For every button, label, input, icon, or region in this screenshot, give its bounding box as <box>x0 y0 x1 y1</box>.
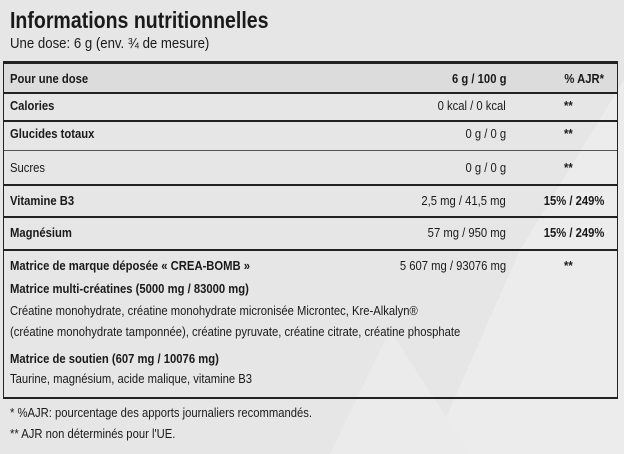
row-label: Magnésium <box>10 226 72 240</box>
rule <box>3 397 618 399</box>
row-label: Calories <box>10 99 55 113</box>
row-value: 0 kcal / 0 kcal <box>437 99 506 113</box>
row-ajr: ** <box>564 127 573 141</box>
row-label: Sucres <box>10 161 46 175</box>
row-ajr: ** <box>564 99 573 113</box>
group-title: Matrice multi-créatines (5000 mg / 83000… <box>10 282 249 296</box>
border <box>3 62 4 398</box>
matrix-name: Matrice de marque déposée « CREA-BOMB » <box>10 259 251 273</box>
title: Informations nutritionnelles <box>10 7 269 33</box>
row-value: 2,5 mg / 41,5 mg <box>421 194 506 208</box>
rule <box>3 61 618 64</box>
group-line: Créatine monohydrate, créatine monohydra… <box>10 304 418 318</box>
matrix-amount: 5 607 mg / 93076 mg <box>399 259 506 273</box>
rule <box>3 249 618 251</box>
footnote: * %AJR: pourcentage des apports journali… <box>10 406 313 420</box>
column-header: 6 g / 100 g <box>451 72 506 86</box>
row-ajr: 15% / 249% <box>543 194 604 208</box>
row-ajr: 15% / 249% <box>543 226 604 240</box>
rule <box>3 120 618 122</box>
row-value: 57 mg / 950 mg <box>427 226 506 240</box>
row-value: 0 g / 0 g <box>465 161 506 175</box>
row-label: Vitamine B3 <box>10 194 75 208</box>
header-row <box>3 64 618 92</box>
rule <box>3 216 618 218</box>
subtitle: Une dose: 6 g (env. ¾ de mesure) <box>10 35 210 52</box>
row-label: Glucides totaux <box>10 127 95 141</box>
border <box>617 62 618 398</box>
group-title: Matrice de soutien (607 mg / 10076 mg) <box>10 352 219 366</box>
rule <box>3 150 618 151</box>
row-ajr: ** <box>564 161 573 175</box>
row-value: 0 g / 0 g <box>465 127 506 141</box>
matrix-ajr: ** <box>564 259 573 273</box>
group-line: (créatine monohydrate tamponnée), créati… <box>10 325 461 339</box>
rule <box>3 184 618 186</box>
group-line: Taurine, magnésium, acide malique, vitam… <box>10 372 253 386</box>
column-header: % AJR* <box>564 72 604 86</box>
rule <box>3 92 618 94</box>
footnote: ** AJR non déterminés pour l'UE. <box>10 427 176 441</box>
column-header: Pour une dose <box>10 72 89 86</box>
